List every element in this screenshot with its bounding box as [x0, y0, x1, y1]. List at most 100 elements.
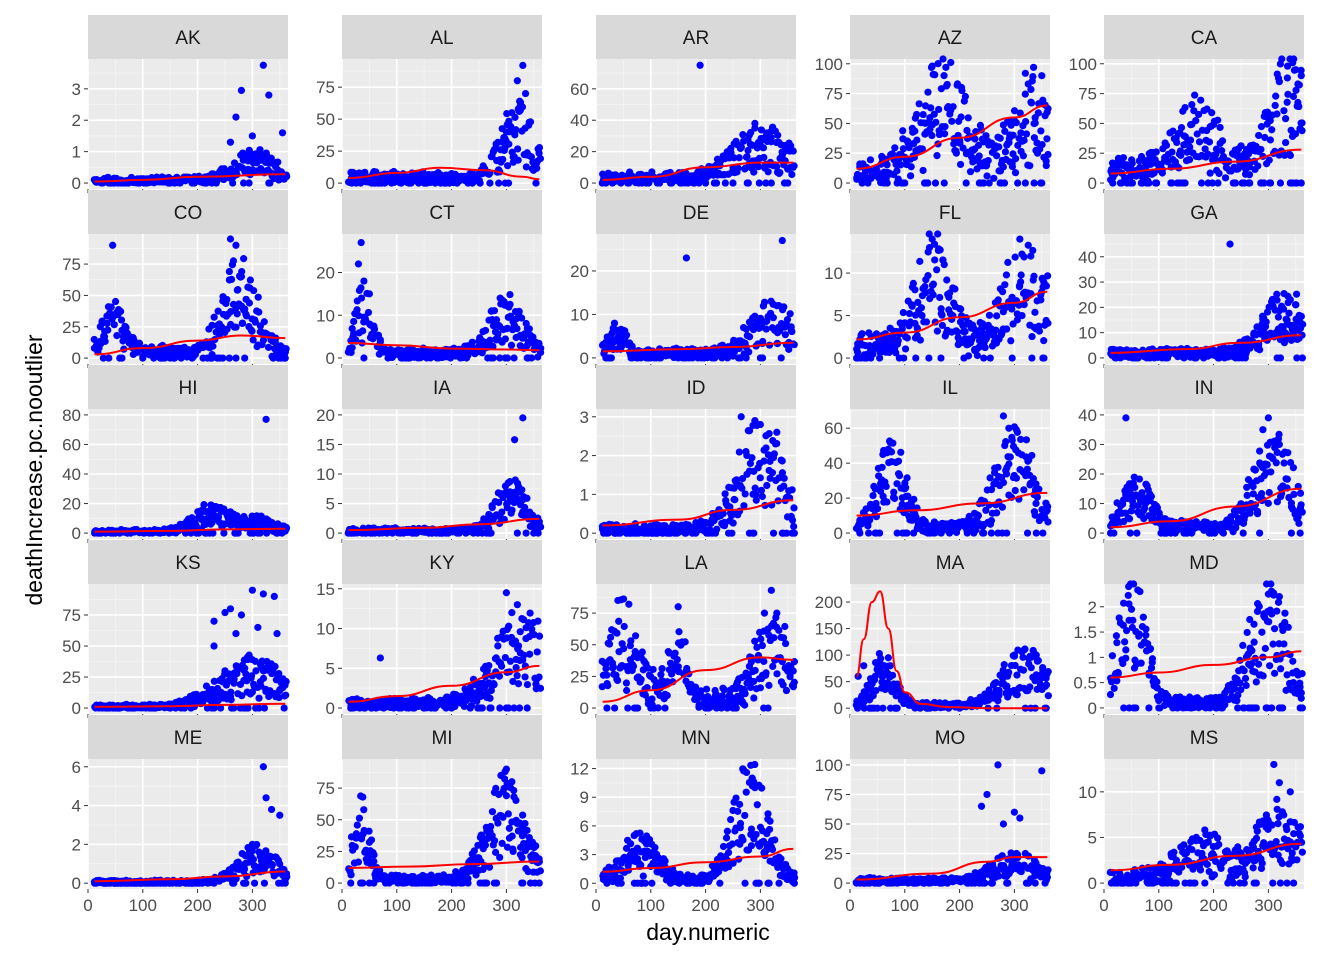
- data-point-outlier: [1292, 66, 1300, 74]
- data-point: [956, 160, 965, 169]
- y-tick-label: 20: [824, 489, 843, 508]
- data-point: [1262, 318, 1270, 326]
- data-point: [370, 325, 379, 333]
- data-point: [281, 354, 289, 362]
- data-point: [1128, 179, 1137, 187]
- data-point: [746, 333, 754, 341]
- data-point: [743, 153, 751, 161]
- data-point: [1135, 475, 1144, 483]
- data-point: [1039, 529, 1047, 537]
- data-point: [975, 152, 983, 160]
- data-point: [1243, 491, 1251, 499]
- data-point: [1221, 174, 1230, 182]
- data-point: [1266, 179, 1275, 187]
- data-point: [878, 463, 886, 471]
- data-point: [1263, 461, 1271, 469]
- data-point: [899, 127, 907, 135]
- data-point: [1285, 309, 1293, 317]
- data-point: [765, 430, 773, 438]
- data-point: [1006, 453, 1014, 461]
- data-point: [1125, 515, 1134, 523]
- data-point: [274, 158, 282, 166]
- data-point: [903, 334, 911, 342]
- data-point: [901, 345, 910, 353]
- y-tick-label: 40: [1078, 248, 1097, 267]
- data-point: [537, 523, 545, 531]
- data-point: [915, 100, 923, 108]
- data-point: [728, 529, 736, 537]
- data-point: [246, 276, 254, 284]
- data-point: [1245, 171, 1254, 179]
- y-tick-label: 100: [1069, 55, 1097, 74]
- data-point-outlier: [508, 109, 516, 117]
- y-tick-label: 0: [72, 349, 81, 368]
- data-point: [1128, 159, 1136, 167]
- data-point-outlier: [1275, 78, 1283, 86]
- data-point: [1042, 282, 1051, 290]
- data-point: [744, 146, 752, 155]
- data-point: [1028, 332, 1036, 341]
- data-point: [1197, 179, 1206, 187]
- data-point: [712, 179, 721, 187]
- data-point: [1282, 115, 1290, 123]
- data-point: [1239, 529, 1247, 537]
- data-point: [994, 463, 1002, 471]
- y-tick-label: 40: [1078, 406, 1097, 425]
- data-point: [219, 354, 227, 362]
- facet-label: AK: [175, 28, 201, 49]
- y-tick-label: 20: [570, 262, 589, 281]
- data-point: [501, 335, 509, 343]
- data-point: [359, 327, 367, 335]
- data-point-outlier: [226, 138, 235, 146]
- y-tick-label: 0: [1088, 524, 1097, 543]
- data-point: [984, 156, 992, 165]
- data-point: [961, 327, 969, 336]
- data-point: [902, 484, 910, 492]
- y-tick-label: 0: [1088, 349, 1097, 368]
- data-point-outlier: [210, 502, 218, 511]
- data-point: [931, 256, 939, 264]
- data-point-outlier: [767, 127, 775, 135]
- y-tick-label: 25: [316, 142, 335, 161]
- data-point: [1283, 475, 1291, 483]
- data-point: [992, 326, 1000, 334]
- data-point: [1020, 486, 1028, 494]
- data-point: [232, 323, 240, 331]
- data-point: [789, 147, 797, 155]
- data-point-outlier: [354, 260, 363, 268]
- data-point: [1276, 179, 1285, 187]
- data-point: [999, 163, 1007, 171]
- data-point-outlier: [928, 62, 936, 70]
- data-point: [913, 136, 921, 144]
- data-point: [513, 529, 521, 537]
- data-point-outlier: [928, 235, 936, 243]
- data-point: [924, 88, 932, 96]
- facet-label: IL: [942, 378, 958, 399]
- data-point: [773, 439, 781, 448]
- data-point: [1008, 162, 1017, 171]
- data-point: [515, 307, 523, 316]
- facet-label: CO: [174, 203, 203, 224]
- y-tick-label: 75: [316, 78, 335, 97]
- data-point: [266, 179, 274, 187]
- data-point: [1110, 529, 1118, 537]
- facet-label: ID: [687, 378, 706, 399]
- data-point: [1008, 436, 1016, 444]
- data-point-outlier: [942, 63, 950, 71]
- data-point: [1231, 179, 1240, 187]
- data-point: [894, 337, 902, 345]
- data-point: [357, 294, 366, 302]
- data-point: [899, 308, 907, 317]
- data-point: [1295, 102, 1303, 111]
- data-point: [790, 522, 798, 531]
- y-tick-label: 25: [62, 668, 81, 687]
- data-point-outlier: [521, 89, 530, 98]
- data-point: [1297, 501, 1305, 509]
- data-point: [856, 529, 864, 537]
- data-point: [1021, 90, 1029, 98]
- data-point-outlier: [278, 129, 287, 137]
- data-point-outlier: [513, 77, 521, 85]
- data-point: [957, 305, 965, 313]
- data-point: [905, 309, 914, 318]
